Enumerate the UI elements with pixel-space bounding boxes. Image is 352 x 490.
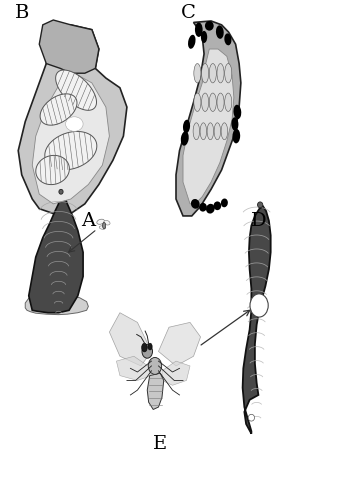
Polygon shape [29,192,83,313]
Ellipse shape [148,343,152,350]
Ellipse shape [181,131,189,146]
Ellipse shape [142,344,152,358]
Ellipse shape [194,64,201,83]
Polygon shape [147,373,164,410]
Ellipse shape [216,25,224,39]
Ellipse shape [59,189,63,194]
Ellipse shape [209,64,216,83]
Polygon shape [162,361,190,385]
Ellipse shape [195,23,203,37]
Polygon shape [25,295,88,315]
Ellipse shape [224,33,232,46]
Ellipse shape [206,204,215,214]
Text: A: A [81,213,95,230]
Ellipse shape [102,222,106,229]
Polygon shape [183,49,234,204]
Text: D: D [251,213,267,230]
Ellipse shape [209,93,216,111]
Ellipse shape [148,358,162,374]
Ellipse shape [250,294,268,317]
Ellipse shape [202,64,209,83]
Polygon shape [45,131,97,170]
Polygon shape [32,73,109,204]
Ellipse shape [99,226,106,229]
Ellipse shape [142,343,147,352]
Ellipse shape [65,117,83,131]
Ellipse shape [214,123,221,140]
Ellipse shape [233,105,241,119]
Ellipse shape [188,35,195,49]
Ellipse shape [193,123,200,140]
Ellipse shape [201,31,207,43]
Polygon shape [56,70,96,110]
Ellipse shape [205,21,214,31]
Text: C: C [181,4,196,23]
Polygon shape [243,206,271,434]
Ellipse shape [97,219,105,224]
Ellipse shape [214,201,221,210]
Ellipse shape [217,93,224,111]
Polygon shape [176,21,241,216]
Polygon shape [18,25,127,214]
Text: E: E [153,435,167,453]
Ellipse shape [225,64,232,83]
Ellipse shape [199,203,207,212]
Ellipse shape [232,129,240,144]
Polygon shape [36,155,69,185]
Ellipse shape [202,93,209,111]
Ellipse shape [221,198,228,207]
Ellipse shape [248,415,254,421]
Ellipse shape [217,64,224,83]
Ellipse shape [225,93,232,111]
Ellipse shape [191,199,200,209]
Ellipse shape [200,123,207,140]
Ellipse shape [231,117,238,131]
Ellipse shape [104,220,110,225]
Polygon shape [158,322,201,366]
Ellipse shape [183,120,190,133]
Ellipse shape [207,123,214,140]
Polygon shape [40,94,77,125]
Ellipse shape [194,93,201,111]
Polygon shape [39,20,99,73]
Polygon shape [117,356,151,380]
Text: B: B [15,4,29,23]
Polygon shape [109,313,151,366]
Ellipse shape [258,202,263,208]
Ellipse shape [221,123,228,140]
